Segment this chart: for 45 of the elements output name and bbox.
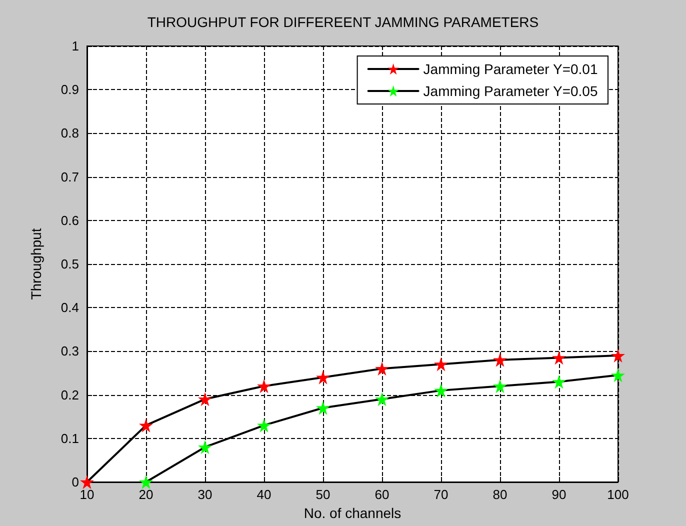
x-tick-label: 40 xyxy=(256,487,272,502)
y-tick-label: 0.9 xyxy=(60,82,79,98)
x-tick-label: 10 xyxy=(80,487,94,502)
y-tick-label: 0.8 xyxy=(60,126,79,141)
y-tick-label: 1 xyxy=(72,38,79,54)
point xyxy=(375,362,389,376)
point xyxy=(198,392,212,406)
y-tick-label: 0.2 xyxy=(60,387,79,402)
y-tick-label: 0 xyxy=(72,474,79,490)
point xyxy=(316,370,330,384)
x-tick-label: 80 xyxy=(492,487,508,502)
x-tick-label: 50 xyxy=(316,487,330,502)
y-tick-label: 0.5 xyxy=(60,256,79,272)
y-tick-label: 0.3 xyxy=(60,344,79,359)
point xyxy=(257,418,271,432)
x-tick-label: 90 xyxy=(552,487,566,502)
point xyxy=(434,357,448,372)
x-tick-label: 70 xyxy=(434,487,448,502)
y-tick-label: 0.6 xyxy=(60,212,79,228)
y-tick-label: 0.4 xyxy=(60,300,79,316)
point xyxy=(611,348,625,363)
point xyxy=(80,475,94,489)
point xyxy=(434,383,448,398)
x-tick-label: 30 xyxy=(198,487,212,502)
point xyxy=(552,374,566,389)
point xyxy=(198,440,212,454)
y-tick-label: 0.1 xyxy=(60,430,79,446)
y-axis-title: Throughput xyxy=(28,228,44,300)
point xyxy=(375,392,389,406)
point xyxy=(139,475,153,489)
x-tick-label: 60 xyxy=(374,487,390,502)
point xyxy=(611,368,625,382)
chart-title: THROUGHPUT FOR DIFFEREENT JAMMING PARAMETERS xyxy=(147,14,539,30)
point xyxy=(257,379,271,394)
point xyxy=(139,418,153,432)
point xyxy=(316,400,330,415)
x-axis-title: No. of channels xyxy=(304,504,402,521)
point xyxy=(552,350,566,365)
x-tick-label: 20 xyxy=(138,487,154,502)
legend-label: Jamming Parameter Y=0.05 xyxy=(423,83,598,99)
x-tick-label: 100 xyxy=(607,487,629,502)
legend-label: Jamming Parameter Y=0.01 xyxy=(423,61,598,77)
point xyxy=(493,379,507,394)
y-tick-label: 0.7 xyxy=(60,169,79,184)
point xyxy=(493,352,507,367)
